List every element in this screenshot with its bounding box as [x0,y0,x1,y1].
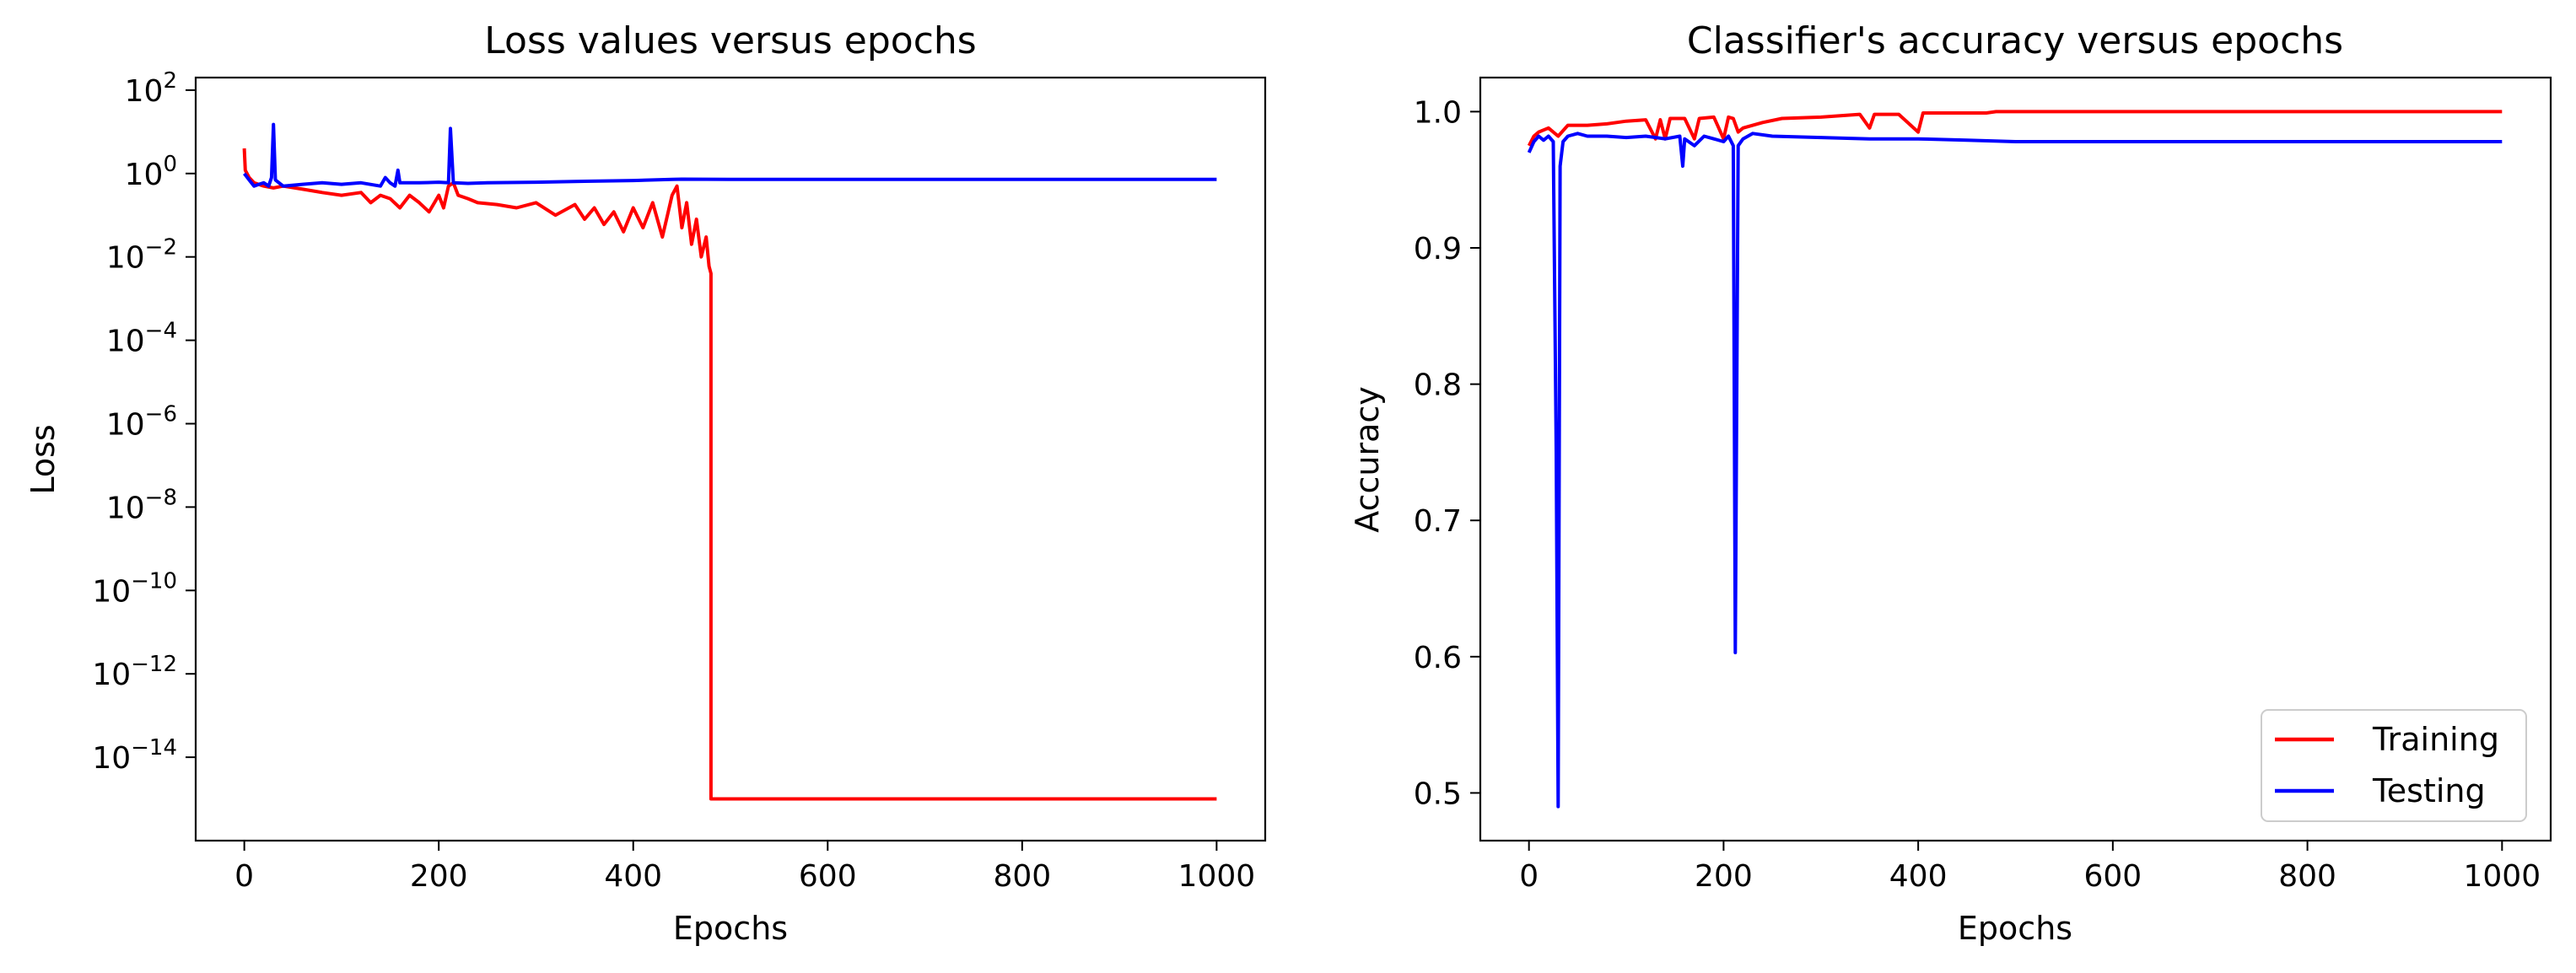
loss-x-axis: 0 200 400 600 800 1000 [234,841,1255,894]
x-tick-label: 1000 [1178,859,1256,894]
y-tick-label: 0.7 [1414,504,1462,539]
y-tick-label: 0.6 [1414,641,1462,675]
accuracy-x-axis: 0 200 400 600 800 1000 [1519,841,2541,894]
series-0-line [242,148,1217,801]
x-tick-label: 0 [234,859,254,894]
x-tick-label: 200 [1695,859,1753,894]
accuracy-chart: Classifier's accuracy versus epochs 0 200… [1349,19,2552,947]
testing-line [1527,132,2503,809]
loss-y-axis: 102 100 10−2 10−4 10−6 10−8 10−10 10−12 10−14 [92,68,196,776]
y-tick-label: 10−10 [92,568,177,609]
x-tick-label: 200 [410,859,468,894]
accuracy-chart-title: Classifier's accuracy versus epochs [1687,19,2343,62]
legend-testing-label: Testing [2372,772,2486,809]
y-tick-label: 10−2 [106,235,177,276]
y-tick-label: 0.8 [1414,368,1462,403]
accuracy-y-axis: 0.5 0.6 0.7 0.8 0.9 1.0 [1414,95,1480,811]
accuracy-y-axis-label: Accuracy [1349,386,1386,533]
x-tick-label: 0 [1519,859,1539,894]
legend-training-label: Training [2372,721,2499,758]
x-tick-label: 1000 [2464,859,2541,894]
y-tick-label: 1.0 [1414,95,1462,130]
loss-x-axis-label: Epochs [673,910,788,947]
accuracy-series-group [1527,110,2503,809]
x-tick-label: 400 [604,859,662,894]
y-tick-label: 0.5 [1414,777,1462,811]
y-tick-label: 10−6 [106,401,177,442]
y-tick-label: 102 [125,68,177,109]
y-tick-label: 0.9 [1414,232,1462,266]
loss-chart: Loss values versus epochs 0 200 400 600 800 1… [24,19,1267,947]
y-tick-label: 100 [125,152,177,192]
training-line [1527,110,2503,147]
x-tick-label: 400 [1889,859,1948,894]
x-tick-label: 800 [2278,859,2336,894]
y-tick-label: 10−8 [106,485,177,525]
x-tick-label: 600 [2084,859,2142,894]
x-tick-label: 600 [799,859,857,894]
x-tick-label: 800 [993,859,1051,894]
accuracy-x-axis-label: Epochs [1958,910,2072,947]
accuracy-plot-frame [1479,76,2552,842]
y-tick-label: 10−12 [92,652,177,692]
loss-chart-title: Loss values versus epochs [484,19,976,62]
loss-y-axis-label: Loss [24,424,62,494]
accuracy-legend: Training Testing [2261,709,2527,822]
loss-plot-frame [194,76,1267,842]
series-1-line [243,122,1217,188]
loss-series-group [242,122,1217,801]
y-tick-label: 10−4 [106,319,177,359]
y-tick-label: 10−14 [92,735,177,776]
